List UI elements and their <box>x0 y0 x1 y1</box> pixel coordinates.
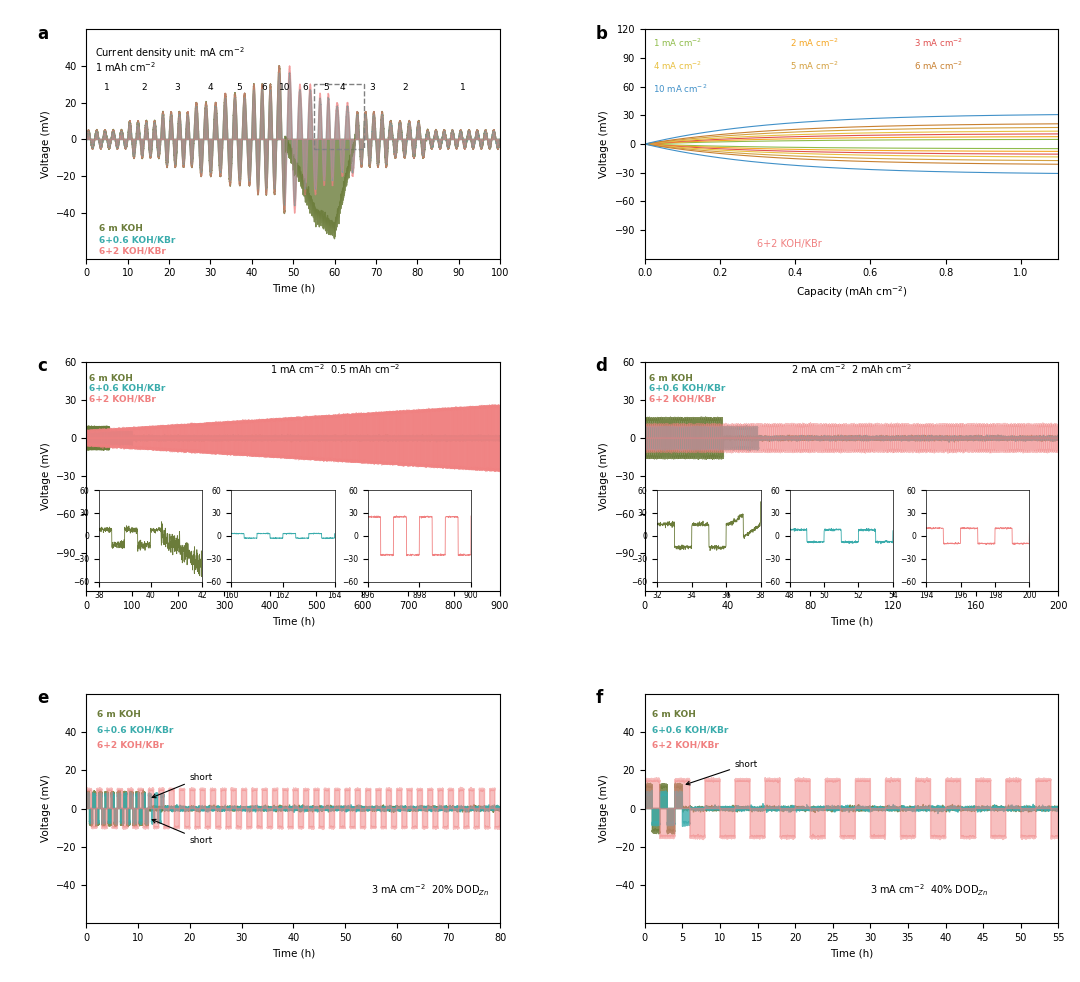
Text: b: b <box>595 25 607 43</box>
Text: 6 m KOH: 6 m KOH <box>649 374 692 383</box>
Text: short: short <box>152 819 213 845</box>
Text: 6 m KOH: 6 m KOH <box>89 374 133 383</box>
Text: a: a <box>37 25 48 43</box>
Text: 1 mAh cm$^{-2}$: 1 mAh cm$^{-2}$ <box>95 60 156 74</box>
Y-axis label: Voltage (mV): Voltage (mV) <box>599 110 609 178</box>
Text: 1: 1 <box>104 82 110 91</box>
Text: 3: 3 <box>175 82 180 91</box>
Text: 4: 4 <box>207 82 213 91</box>
Text: 6+2 KOH/KBr: 6+2 KOH/KBr <box>97 740 163 749</box>
Text: 6 mA cm$^{-2}$: 6 mA cm$^{-2}$ <box>914 59 962 72</box>
X-axis label: Time (h): Time (h) <box>271 616 315 627</box>
Text: e: e <box>37 689 49 707</box>
Text: c: c <box>37 357 46 375</box>
Text: 6 m KOH: 6 m KOH <box>98 224 143 233</box>
Text: 2: 2 <box>402 82 407 91</box>
Text: 6: 6 <box>302 82 309 91</box>
Y-axis label: Voltage (mV): Voltage (mV) <box>41 110 51 178</box>
Y-axis label: Voltage (mV): Voltage (mV) <box>599 775 609 843</box>
Text: 6+0.6 KOH/KBr: 6+0.6 KOH/KBr <box>98 235 175 245</box>
Text: short: short <box>152 773 213 797</box>
Text: 3 mA cm$^{-2}$: 3 mA cm$^{-2}$ <box>914 36 962 49</box>
Text: 2 mA cm$^{-2}$  2 mAh cm$^{-2}$: 2 mA cm$^{-2}$ 2 mAh cm$^{-2}$ <box>791 362 913 376</box>
Text: 6+0.6 KOH/KBr: 6+0.6 KOH/KBr <box>97 725 173 735</box>
X-axis label: Time (h): Time (h) <box>271 949 315 958</box>
Text: 6 m KOH: 6 m KOH <box>97 710 140 719</box>
Text: short: short <box>686 759 758 785</box>
Text: 1 mA cm$^{-2}$: 1 mA cm$^{-2}$ <box>653 36 702 49</box>
Text: 6+2 KOH/KBr: 6+2 KOH/KBr <box>757 240 822 249</box>
Text: 10: 10 <box>280 82 291 91</box>
Text: 2: 2 <box>141 82 147 91</box>
Text: 6+2 KOH/KBr: 6+2 KOH/KBr <box>98 246 165 255</box>
Text: f: f <box>595 689 603 707</box>
Text: 1: 1 <box>460 82 465 91</box>
X-axis label: Capacity (mAh cm$^{-2}$): Capacity (mAh cm$^{-2}$) <box>796 284 907 300</box>
Text: 4 mA cm$^{-2}$: 4 mA cm$^{-2}$ <box>653 59 702 72</box>
Text: 4: 4 <box>340 82 346 91</box>
Text: 5 mA cm$^{-2}$: 5 mA cm$^{-2}$ <box>789 59 838 72</box>
Text: 6+0.6 KOH/KBr: 6+0.6 KOH/KBr <box>89 384 165 393</box>
Text: 6+2 KOH/KBr: 6+2 KOH/KBr <box>89 394 156 404</box>
Text: 6: 6 <box>261 82 267 91</box>
Text: 6+2 KOH/KBr: 6+2 KOH/KBr <box>649 394 716 404</box>
Text: 2 mA cm$^{-2}$: 2 mA cm$^{-2}$ <box>789 36 838 49</box>
Text: 3 mA cm$^{-2}$  40% DOD$_{Zn}$: 3 mA cm$^{-2}$ 40% DOD$_{Zn}$ <box>870 883 988 899</box>
Text: 6+2 KOH/KBr: 6+2 KOH/KBr <box>652 740 719 749</box>
Text: 6+0.6 KOH/KBr: 6+0.6 KOH/KBr <box>649 384 726 393</box>
Text: 10 mA cm$^{-2}$: 10 mA cm$^{-2}$ <box>653 82 707 94</box>
Text: 3 mA cm$^{-2}$  20% DOD$_{Zn}$: 3 mA cm$^{-2}$ 20% DOD$_{Zn}$ <box>370 883 489 899</box>
X-axis label: Time (h): Time (h) <box>271 284 315 294</box>
Text: 5: 5 <box>323 82 329 91</box>
Y-axis label: Voltage (mV): Voltage (mV) <box>41 775 51 843</box>
X-axis label: Time (h): Time (h) <box>829 949 874 958</box>
X-axis label: Time (h): Time (h) <box>829 616 874 627</box>
Y-axis label: Voltage (mV): Voltage (mV) <box>599 443 609 510</box>
Text: 1 mA cm$^{-2}$  0.5 mAh cm$^{-2}$: 1 mA cm$^{-2}$ 0.5 mAh cm$^{-2}$ <box>270 362 401 376</box>
Text: d: d <box>595 357 607 375</box>
Text: Current density unit: mA cm$^{-2}$: Current density unit: mA cm$^{-2}$ <box>95 45 244 61</box>
Text: 6 m KOH: 6 m KOH <box>652 710 697 719</box>
Text: 3: 3 <box>369 82 375 91</box>
Y-axis label: Voltage (mV): Voltage (mV) <box>41 443 51 510</box>
Text: 5: 5 <box>237 82 242 91</box>
Text: 6+0.6 KOH/KBr: 6+0.6 KOH/KBr <box>652 725 729 735</box>
Bar <box>314 84 364 148</box>
